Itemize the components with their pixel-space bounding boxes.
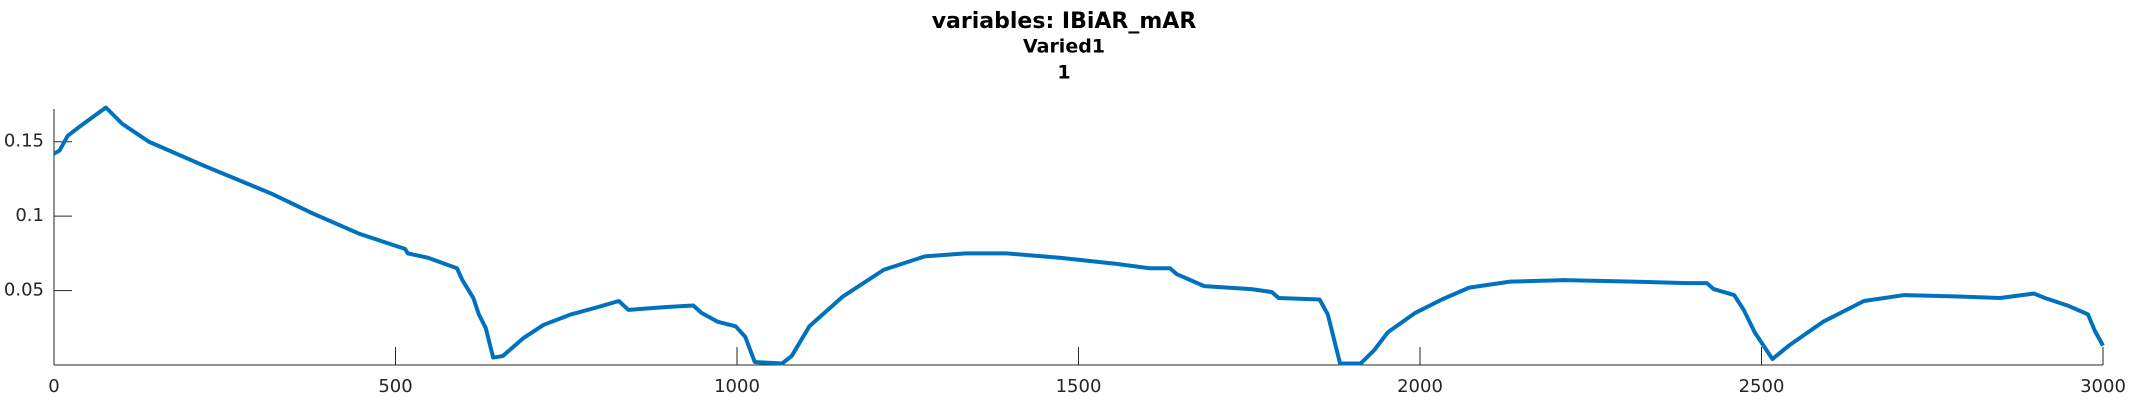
x-tick-label: 1500 — [1056, 376, 1102, 397]
x-tick-label: 3000 — [2080, 376, 2126, 397]
x-tick-label: 500 — [378, 376, 412, 397]
chart-subtitle: 1 — [1057, 62, 1070, 84]
x-tick-label: 0 — [48, 376, 59, 397]
y-tick-label: 0.05 — [4, 280, 44, 301]
y-tick-label: 0.1 — [15, 205, 44, 226]
x-tick-label: 2000 — [1397, 376, 1443, 397]
x-tick-label: 1000 — [714, 376, 760, 397]
y-tick-label: 0.15 — [4, 131, 44, 152]
chart-subtitle: Varied1 — [1023, 36, 1105, 58]
chart-title: variables: IBiAR_mAR — [932, 9, 1197, 34]
line — [53, 105, 2105, 366]
x-tick-label: 2500 — [1739, 376, 1785, 397]
